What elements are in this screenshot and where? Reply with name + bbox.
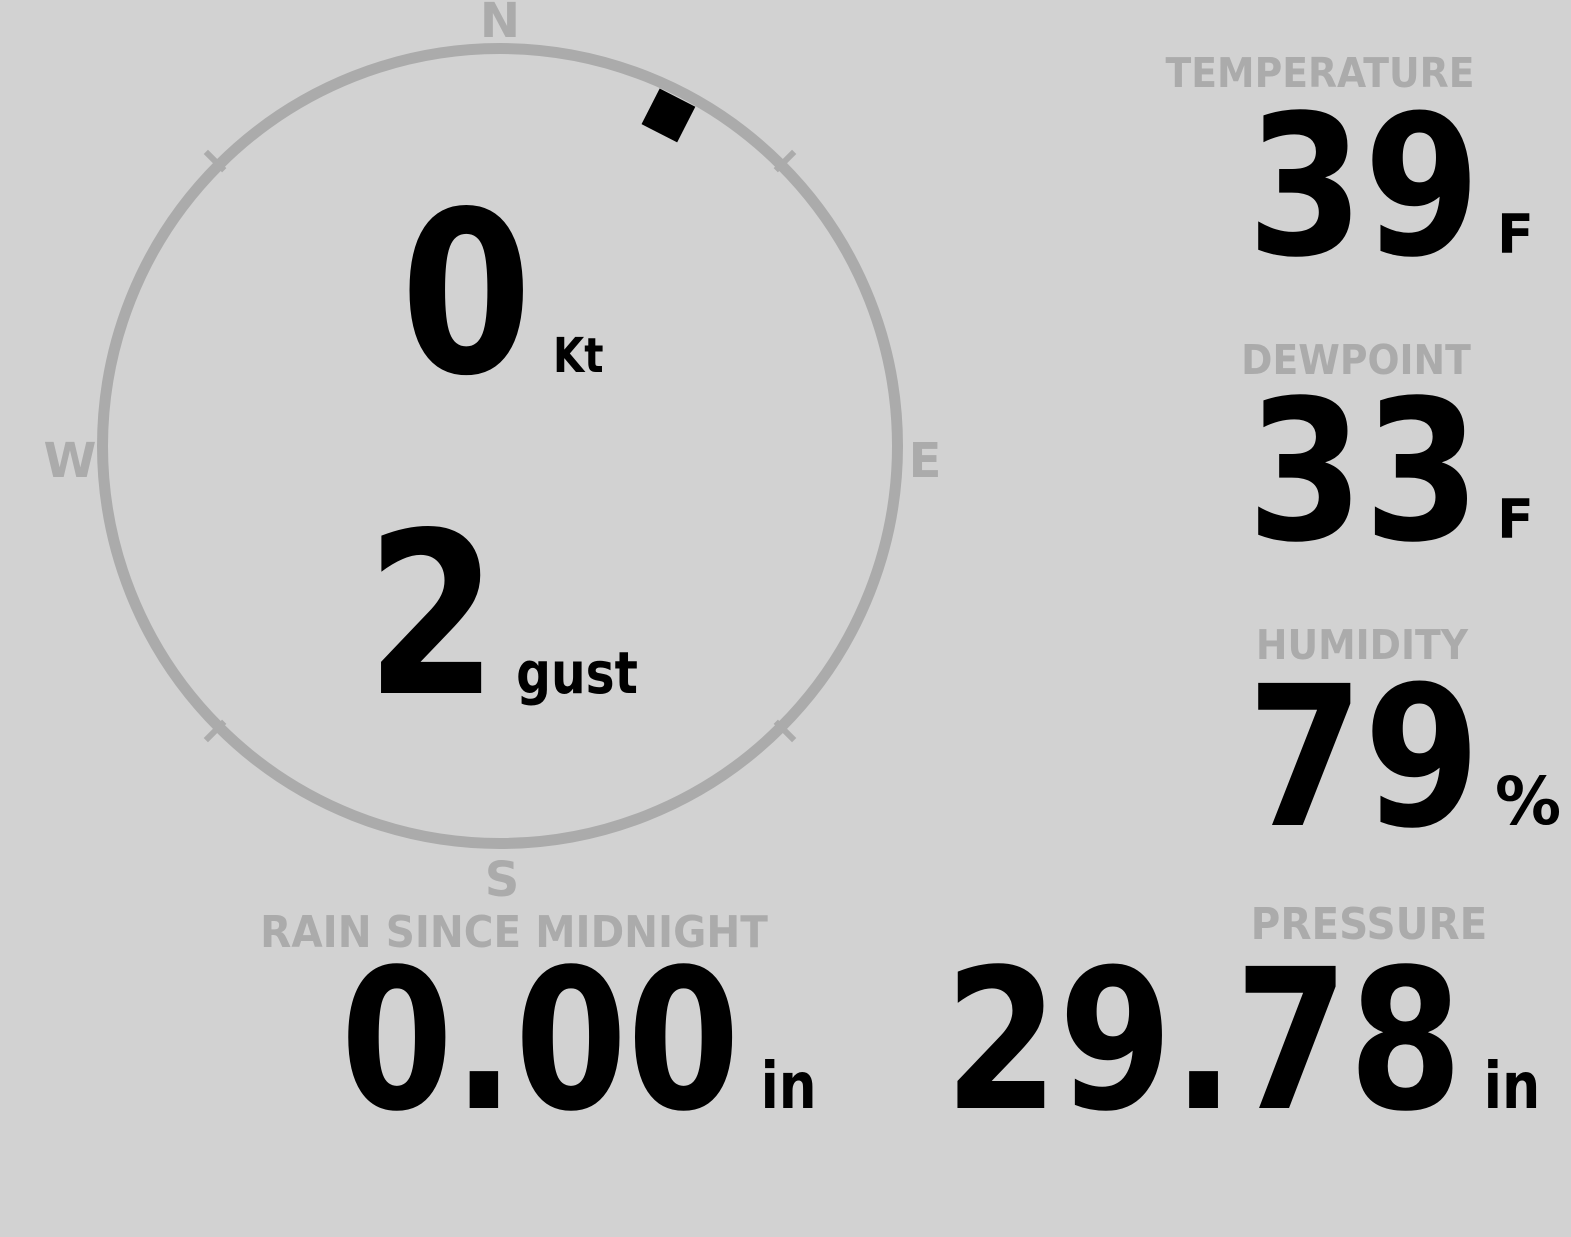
rain-value: 0.00 <box>340 927 741 1154</box>
humidity-label: HUMIDITY <box>1255 621 1469 669</box>
cardinal-south: S <box>484 852 520 908</box>
rain-unit: in <box>760 1050 817 1124</box>
dewpoint-value: 33 <box>1246 358 1480 585</box>
pressure-value: 29.78 <box>944 927 1463 1154</box>
humidity-unit: % <box>1495 763 1562 840</box>
cardinal-east: E <box>908 433 942 489</box>
temperature-label: TEMPERATURE <box>1165 49 1475 97</box>
cardinal-north: N <box>479 0 521 49</box>
pressure-value-row: 29.78 in <box>944 943 1540 1138</box>
wind-gust-value: 2 <box>366 485 498 747</box>
wind-gust: 2 gust <box>80 504 923 729</box>
rain-label: RAIN SINCE MIDNIGHT <box>260 907 768 958</box>
compass-ring <box>97 43 903 849</box>
dewpoint-unit: F <box>1497 488 1534 551</box>
wind-speed: 0 Kt <box>80 183 923 408</box>
cardinal-west: W <box>43 433 97 489</box>
rain-value-row: 0.00 in <box>341 943 817 1138</box>
dewpoint-label: DEWPOINT <box>1241 336 1471 384</box>
temperature-unit: F <box>1497 203 1534 266</box>
wind-gust-unit: gust <box>516 639 638 707</box>
wind-speed-unit: Kt <box>552 328 604 384</box>
pressure-unit: in <box>1483 1050 1540 1124</box>
humidity-value: 79 <box>1246 644 1480 871</box>
wind-speed-value: 0 <box>400 164 532 426</box>
temperature-value: 39 <box>1246 73 1480 300</box>
pressure-label: PRESSURE <box>1250 899 1488 950</box>
